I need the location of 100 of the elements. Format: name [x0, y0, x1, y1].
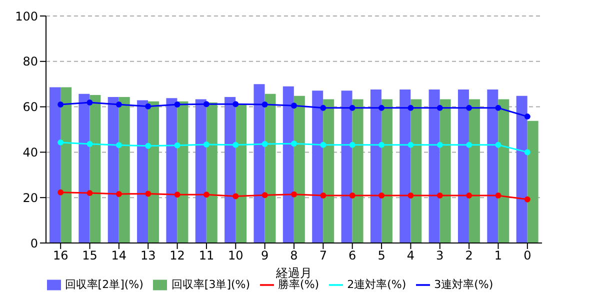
point	[86, 141, 93, 148]
y-tick-label: 40	[22, 145, 38, 160]
bar	[440, 99, 451, 243]
point	[116, 142, 122, 148]
point	[495, 142, 502, 148]
x-tick-label: 6	[348, 248, 356, 263]
point	[116, 102, 122, 108]
point	[203, 101, 210, 108]
point	[262, 192, 268, 198]
point	[495, 192, 502, 199]
point	[436, 192, 443, 199]
bar	[410, 99, 422, 243]
bar	[177, 101, 188, 243]
bar	[254, 84, 265, 243]
point	[145, 190, 152, 197]
legend-label: 3連対率(%)	[434, 278, 494, 291]
point	[174, 102, 180, 108]
point	[466, 192, 472, 199]
bar	[341, 90, 352, 243]
x-axis-title: 経過月	[275, 266, 312, 280]
point	[408, 142, 414, 148]
y-tick-label: 100	[15, 9, 38, 24]
legend-label: 回収率[2単](%)	[64, 278, 144, 291]
bar	[516, 96, 528, 243]
point	[320, 192, 326, 199]
bar	[312, 90, 324, 243]
x-tick-label: 1	[494, 248, 502, 263]
bar	[236, 104, 247, 243]
point	[495, 104, 502, 111]
legend-label: 勝率(%)	[278, 278, 320, 291]
point	[232, 101, 239, 108]
point	[174, 142, 180, 148]
bar	[90, 94, 101, 243]
point	[349, 142, 356, 148]
x-tick-label: 11	[198, 248, 214, 263]
x-tick-label: 2	[465, 248, 473, 263]
x-tick-label: 12	[170, 248, 185, 263]
point	[86, 190, 93, 196]
point	[436, 142, 443, 148]
point	[262, 102, 268, 108]
bar	[381, 99, 392, 243]
point	[58, 139, 64, 146]
point	[86, 99, 93, 106]
x-tick-label: 9	[261, 248, 269, 263]
point	[466, 142, 472, 148]
point	[174, 192, 180, 198]
bar	[468, 99, 480, 243]
bar	[78, 94, 90, 243]
bar	[352, 99, 364, 243]
point	[349, 192, 356, 199]
point	[291, 102, 297, 109]
bar	[282, 86, 294, 243]
x-tick-label: 13	[140, 248, 156, 263]
point	[203, 192, 210, 198]
x-tick-label: 14	[111, 248, 127, 263]
x-tick-label: 7	[319, 248, 327, 263]
point	[145, 103, 152, 110]
point	[320, 142, 326, 148]
legend-label: 回収率[3単](%)	[171, 278, 250, 291]
bar	[294, 96, 305, 243]
bar	[458, 90, 469, 243]
y-tick-label: 20	[22, 190, 38, 205]
point	[524, 114, 530, 120]
point	[291, 140, 297, 147]
bar	[195, 99, 206, 243]
x-tick-label: 5	[378, 248, 386, 263]
y-tick-label: 0	[30, 236, 38, 250]
point	[524, 196, 530, 202]
bar	[206, 102, 218, 243]
bar	[264, 94, 276, 243]
point	[436, 104, 443, 111]
point	[262, 141, 268, 148]
point	[116, 190, 122, 197]
point	[408, 104, 414, 111]
bar	[166, 98, 178, 243]
x-tick-label: 8	[290, 248, 298, 263]
bar	[527, 120, 538, 243]
point	[378, 142, 385, 148]
bar	[118, 97, 130, 243]
point	[378, 104, 385, 111]
bar	[224, 97, 236, 243]
point	[349, 104, 356, 111]
point	[291, 191, 297, 198]
point	[58, 102, 64, 108]
x-tick-label: 16	[52, 248, 68, 263]
point	[203, 141, 210, 148]
bar	[137, 100, 148, 243]
point	[232, 142, 239, 148]
point	[320, 104, 326, 111]
bar	[60, 87, 72, 243]
bar	[323, 99, 334, 243]
point	[232, 193, 239, 200]
bar	[50, 87, 60, 243]
legend-label: 2連対率(%)	[347, 278, 406, 291]
x-tick-label: 15	[82, 248, 98, 263]
y-tick-label: 60	[22, 100, 38, 114]
point	[145, 142, 152, 149]
bar	[108, 97, 119, 243]
x-tick-label: 3	[436, 248, 444, 263]
bar	[370, 90, 382, 243]
